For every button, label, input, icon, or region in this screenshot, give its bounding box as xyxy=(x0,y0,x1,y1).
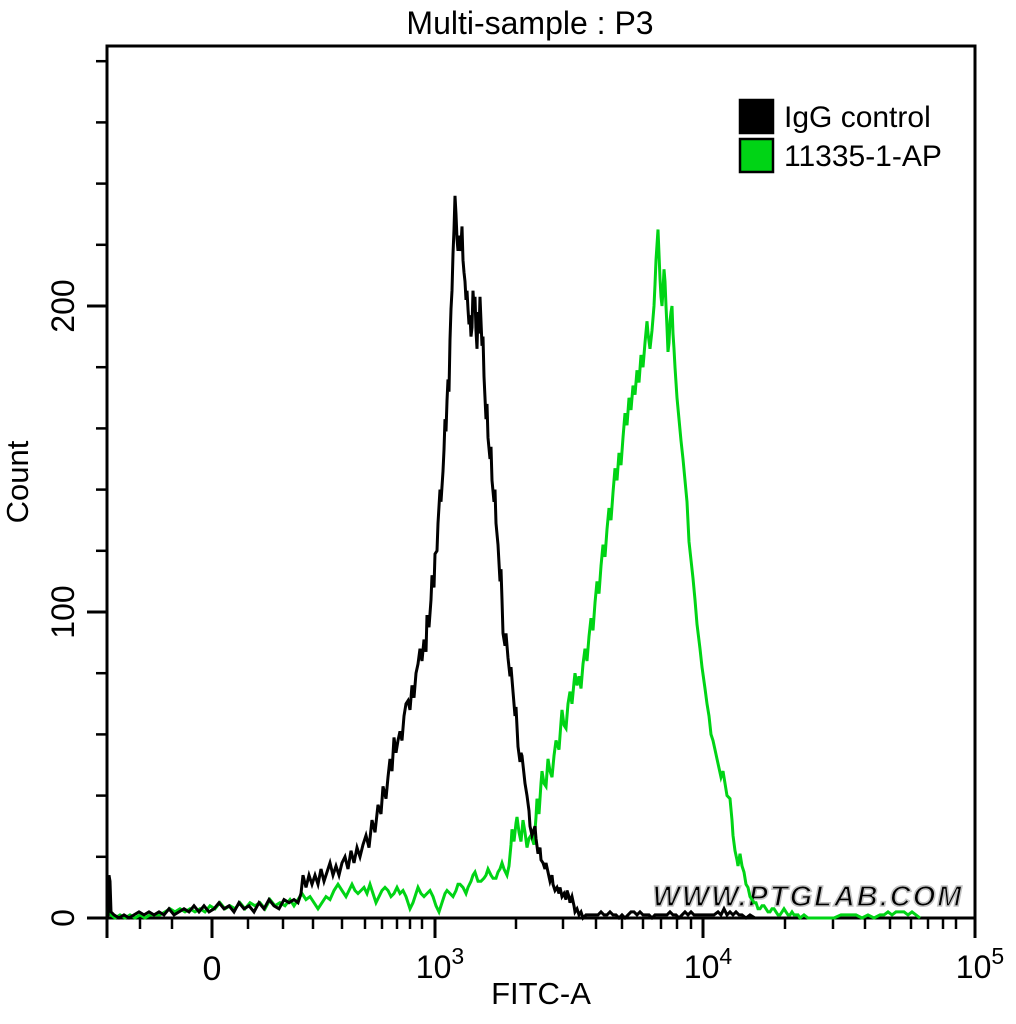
histogram-curves xyxy=(106,195,921,921)
y-tick-label: 0 xyxy=(45,909,81,927)
y-tick-label: 100 xyxy=(45,585,81,638)
legend-label-igg-control: IgG control xyxy=(784,101,931,134)
legend-item-11335-1-ap: 11335-1-AP xyxy=(738,137,942,174)
x-tick-label: 103 xyxy=(416,943,464,985)
x-axis-ticks: 0 103 104 105 xyxy=(105,918,1004,988)
x-axis-label: FITC-A xyxy=(491,976,591,1011)
y-axis-ticks: 0 100 200 xyxy=(45,59,107,927)
x-tick-label: 104 xyxy=(684,943,733,985)
y-axis-label: Count xyxy=(0,440,35,523)
legend-label-11335-1-ap: 11335-1-AP xyxy=(784,140,942,173)
legend-swatch-igg-control xyxy=(738,98,775,135)
legend-swatch-11335-1-ap xyxy=(738,137,775,174)
curve-11335-1-ap xyxy=(106,229,921,921)
legend: IgG control 11335-1-AP xyxy=(738,98,942,174)
y-tick-label: 200 xyxy=(45,279,81,332)
legend-item-igg-control: IgG control xyxy=(738,98,931,135)
x-tick-label: 0 xyxy=(203,950,222,988)
x-tick-label: 105 xyxy=(956,943,1004,985)
chart-title: Multi-sample : P3 xyxy=(406,5,653,41)
curve-igg-control xyxy=(106,195,760,921)
plot-frame xyxy=(105,44,977,920)
watermark: WWW.PTGLAB.COM xyxy=(653,881,964,913)
